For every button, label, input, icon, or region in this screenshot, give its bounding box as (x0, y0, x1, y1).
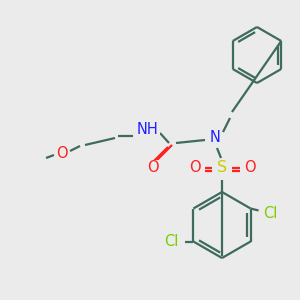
Text: O: O (189, 160, 201, 175)
Text: Cl: Cl (164, 234, 178, 249)
Text: N: N (210, 130, 220, 146)
Text: O: O (147, 160, 159, 175)
Text: NH: NH (137, 122, 159, 137)
Text: O: O (244, 160, 256, 175)
Text: O: O (56, 146, 68, 160)
Text: S: S (217, 160, 227, 175)
Text: Cl: Cl (263, 206, 278, 221)
